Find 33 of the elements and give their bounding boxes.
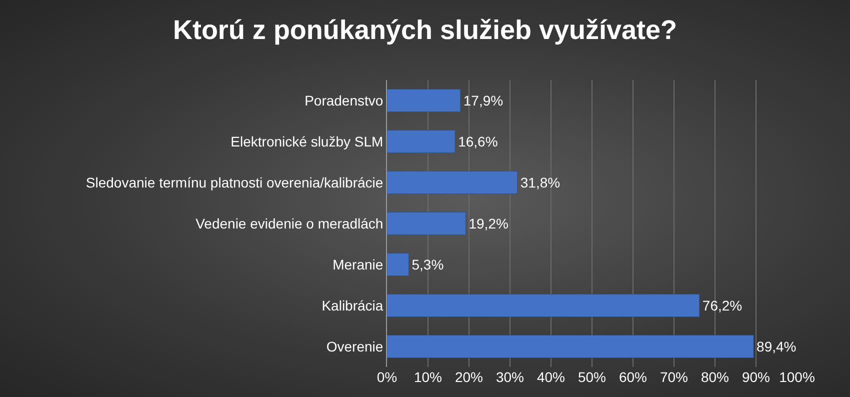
chart-title: Ktorú z ponúkaných služieb využívate? — [172, 14, 678, 45]
x-tick-label: 60% — [618, 369, 648, 385]
y-tick-label: Kalibrácia — [322, 297, 384, 314]
y-tick-label: Meranie — [332, 256, 384, 272]
x-tick-label: 70% — [660, 369, 688, 385]
x-tick-label: 10% — [414, 369, 442, 385]
data-label: 19,2% — [468, 216, 508, 232]
bar — [387, 294, 700, 318]
x-tick-label: 20% — [454, 369, 484, 385]
x-tick-label: 90% — [742, 369, 770, 385]
x-tick-label: 30% — [496, 369, 524, 385]
data-label: 76,2% — [702, 298, 742, 314]
x-tick-label: 80% — [700, 369, 730, 385]
data-label: 31,8% — [520, 174, 560, 191]
bar — [387, 212, 466, 236]
bar — [387, 334, 754, 358]
bar — [387, 252, 409, 276]
y-tick-label: Elektronické služby SLM — [230, 133, 384, 150]
bar — [387, 130, 456, 154]
y-tick-label: Poradenstvo — [304, 92, 384, 108]
bar — [387, 88, 461, 112]
bar — [387, 170, 518, 194]
data-label: 16,6% — [458, 134, 498, 150]
x-tick-label: 0% — [376, 369, 398, 385]
data-label: 5,3% — [412, 256, 444, 273]
x-tick-label: 100% — [779, 369, 815, 385]
x-tick-label: 50% — [578, 369, 606, 385]
y-tick-label: Vedenie evidenie o meradlách — [196, 215, 384, 232]
data-label: 89,4% — [756, 338, 796, 354]
x-tick-label: 40% — [536, 369, 566, 385]
y-tick-label: Overenie — [326, 338, 384, 354]
data-label: 17,9% — [463, 92, 504, 109]
y-tick-label: Sledovanie termínu platnosti overenia/kalibrácie — [86, 174, 384, 190]
